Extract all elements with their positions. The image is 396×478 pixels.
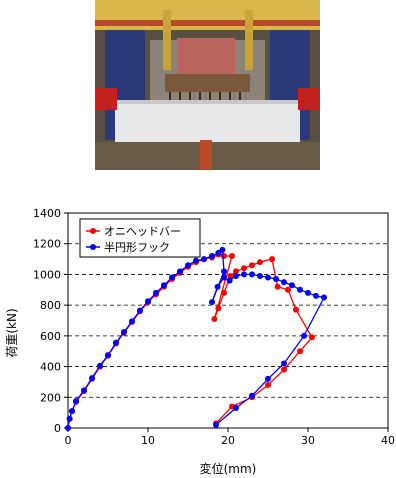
y-tick-label: 800 <box>40 299 61 312</box>
data-point <box>169 274 175 281</box>
data-point <box>214 283 221 290</box>
data-point <box>65 425 71 431</box>
legend: オニヘッドバー 半円形フック <box>79 218 201 258</box>
data-point <box>229 253 235 259</box>
data-point <box>281 279 287 286</box>
data-point <box>297 286 303 293</box>
data-point <box>257 273 263 279</box>
data-point <box>273 276 279 282</box>
data-point <box>153 289 159 296</box>
data-point <box>297 348 303 355</box>
data-point <box>289 282 295 289</box>
data-point <box>97 362 103 369</box>
data-point <box>285 286 291 293</box>
data-point <box>113 339 119 346</box>
data-point <box>177 268 183 275</box>
data-point <box>89 375 95 382</box>
data-point <box>233 273 239 279</box>
legend-marker-series-2 <box>90 244 96 250</box>
data-point <box>249 271 255 278</box>
y-tick-label: 1200 <box>33 238 61 251</box>
data-point <box>221 274 227 281</box>
data-point <box>309 334 315 341</box>
data-point <box>137 307 143 314</box>
y-axis-ticks: 0 200 400 600 800 1000 1200 1400 <box>33 207 68 435</box>
data-point <box>221 253 227 259</box>
data-point <box>305 289 311 296</box>
data-point <box>257 259 263 266</box>
data-point <box>81 387 87 394</box>
data-point <box>226 277 233 284</box>
data-point <box>185 262 191 269</box>
x-tick-label: 40 <box>381 434 395 447</box>
data-point <box>105 352 111 359</box>
data-point <box>241 265 247 272</box>
data-point <box>249 392 255 399</box>
data-point <box>321 294 327 301</box>
x-axis-ticks: 0 10 20 30 40 <box>65 428 395 447</box>
data-point <box>281 360 287 367</box>
y-tick-label: 200 <box>40 391 61 404</box>
data-point <box>233 405 239 411</box>
y-tick-label: 600 <box>40 330 61 343</box>
data-point <box>219 246 226 253</box>
data-point <box>249 262 255 269</box>
y-tick-label: 1000 <box>33 268 61 281</box>
data-point <box>221 289 227 296</box>
data-point <box>213 421 219 428</box>
data-point <box>265 274 271 281</box>
data-point <box>129 318 135 325</box>
y-axis-label: 荷重(kN) <box>5 308 19 357</box>
data-point <box>211 316 218 322</box>
data-point <box>121 329 127 335</box>
series-line-2 <box>67 248 325 429</box>
data-point <box>281 366 287 373</box>
series-2 <box>65 246 327 431</box>
legend-marker-series-1 <box>90 228 96 234</box>
y-tick-label: 400 <box>40 361 61 374</box>
y-tick-label: 0 <box>54 422 61 435</box>
loading-test-photo <box>95 0 320 170</box>
data-point <box>66 415 73 422</box>
data-point <box>241 271 247 278</box>
data-point <box>301 332 307 339</box>
data-point <box>201 256 207 263</box>
legend-box <box>79 218 201 258</box>
data-point <box>73 398 79 405</box>
y-tick-label: 1400 <box>33 207 61 220</box>
legend-item-series-1: オニヘッドバー <box>86 225 181 238</box>
x-tick-label: 10 <box>141 434 155 447</box>
data-point <box>265 382 271 388</box>
legend-label-series-2: 半円形フック <box>104 240 170 254</box>
data-point <box>221 268 227 275</box>
data-point <box>269 256 275 263</box>
data-point <box>69 408 75 415</box>
data-point <box>265 375 271 382</box>
data-point <box>274 283 281 290</box>
load-displacement-chart: 0 200 400 600 800 1000 1200 1400 0 10 20 30 40 荷重(k… <box>5 207 395 476</box>
data-point <box>209 253 215 259</box>
data-point <box>215 305 222 312</box>
x-tick-label: 30 <box>301 434 315 447</box>
data-point <box>233 268 239 275</box>
data-point <box>227 273 234 279</box>
x-axis-label: 変位(mm) <box>200 461 257 476</box>
series-layer <box>65 246 327 431</box>
data-point <box>313 292 319 299</box>
data-point <box>161 282 167 289</box>
data-point <box>145 298 151 305</box>
x-tick-label: 20 <box>221 434 235 447</box>
x-tick-label: 0 <box>65 434 72 447</box>
legend-label-series-1: オニヘッドバー <box>104 225 181 238</box>
data-point <box>293 306 299 313</box>
data-point <box>209 299 215 306</box>
legend-item-series-2: 半円形フック <box>86 240 170 254</box>
data-point <box>193 257 199 264</box>
